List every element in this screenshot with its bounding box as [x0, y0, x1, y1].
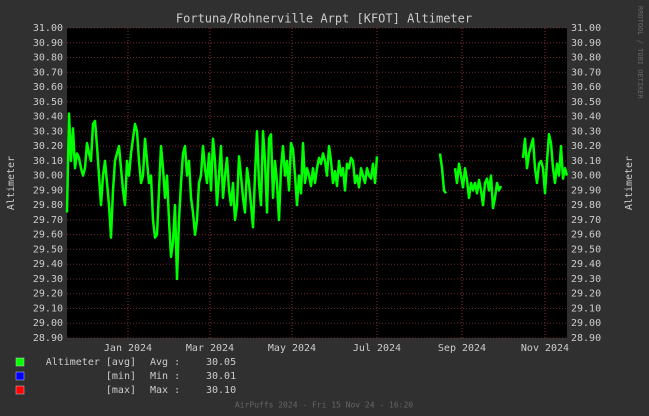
- y2-tick-label: 29.90: [571, 185, 601, 196]
- x-tick-label: Mar 2024: [186, 343, 234, 354]
- y2-tick-label: 30.00: [571, 171, 601, 182]
- credit: RRDTOOL / TOBI OETIKER: [636, 6, 644, 100]
- y-tick-label: 30.10: [33, 156, 63, 167]
- y2-tick-label: 29.50: [571, 244, 601, 255]
- y-tick-label: 29.80: [33, 200, 63, 211]
- chart-title: Fortuna/Rohnerville Arpt [KFOT] Altimete…: [176, 12, 472, 26]
- y2-tick-label: 29.10: [571, 303, 601, 314]
- x-tick-label: May 2024: [268, 343, 316, 354]
- x-tick-label: Sep 2024: [438, 343, 486, 354]
- y-tick-label: 30.20: [33, 141, 63, 152]
- y-tick-label: 29.00: [33, 318, 63, 329]
- y-tick-label: 30.70: [33, 67, 63, 78]
- y-tick-label: 28.90: [33, 333, 63, 344]
- y2-tick-label: 30.40: [571, 112, 601, 123]
- legend-stat: Min :: [150, 371, 180, 382]
- y2-tick-label: 30.30: [571, 126, 601, 137]
- y2-tick-label: 30.70: [571, 67, 601, 78]
- y-tick-label: 29.60: [33, 230, 63, 241]
- y-tick-label: 30.50: [33, 97, 63, 108]
- y2-tick-label: 29.30: [571, 274, 601, 285]
- y-tick-label: 29.10: [33, 303, 63, 314]
- y2-tick-label: 30.80: [571, 53, 601, 64]
- y2-tick-label: 29.40: [571, 259, 601, 270]
- y-axis-title: Altimeter: [6, 156, 17, 210]
- y-tick-label: 29.50: [33, 244, 63, 255]
- y2-tick-label: 29.70: [571, 215, 601, 226]
- y-tick-label: 29.30: [33, 274, 63, 285]
- y-tick-label: 29.20: [33, 289, 63, 300]
- y2-tick-label: 30.10: [571, 156, 601, 167]
- y-tick-label: 30.40: [33, 112, 63, 123]
- legend-value: 30.01: [206, 371, 236, 382]
- legend-stat: Max :: [150, 385, 180, 396]
- y-tick-label: 29.90: [33, 185, 63, 196]
- y-tick-label: 30.90: [33, 38, 63, 49]
- y-tick-label: 30.30: [33, 126, 63, 137]
- y2-tick-label: 29.00: [571, 318, 601, 329]
- legend-swatch: [15, 385, 25, 395]
- data-line: [65, 112, 569, 281]
- y-tick-label: 31.00: [33, 23, 63, 34]
- y-tick-label: 29.70: [33, 215, 63, 226]
- y2-tick-label: 29.80: [571, 200, 601, 211]
- y2-tick-label: 29.60: [571, 230, 601, 241]
- legend-label: [max]: [106, 385, 136, 396]
- y-tick-label: 29.40: [33, 259, 63, 270]
- y2-tick-label: 30.60: [571, 82, 601, 93]
- y2-tick-label: 31.00: [571, 23, 601, 34]
- footer: AirPuffs 2024 - Fri 15 Nov 24 - 16:20: [235, 401, 413, 410]
- legend-value: 30.10: [206, 385, 236, 396]
- y-tick-label: 30.60: [33, 82, 63, 93]
- x-tick-label: Jan 2024: [104, 343, 152, 354]
- y2-tick-label: 30.90: [571, 38, 601, 49]
- y2-tick-label: 28.90: [571, 333, 601, 344]
- x-tick-label: Nov 2024: [521, 343, 569, 354]
- y2-tick-label: 30.50: [571, 97, 601, 108]
- y2-tick-label: 30.20: [571, 141, 601, 152]
- legend-label: [min]: [106, 371, 136, 382]
- legend-stat: Avg :: [150, 357, 180, 368]
- legend-value: 30.05: [206, 357, 236, 368]
- y-tick-label: 30.80: [33, 53, 63, 64]
- legend-swatch: [15, 357, 25, 367]
- y2-axis-title: Altimeter: [624, 156, 635, 210]
- y-tick-label: 30.00: [33, 171, 63, 182]
- legend-swatch: [15, 371, 25, 381]
- x-tick-label: Jul 2024: [353, 343, 401, 354]
- legend-label: Altimeter [avg]: [46, 357, 136, 368]
- y2-tick-label: 29.20: [571, 289, 601, 300]
